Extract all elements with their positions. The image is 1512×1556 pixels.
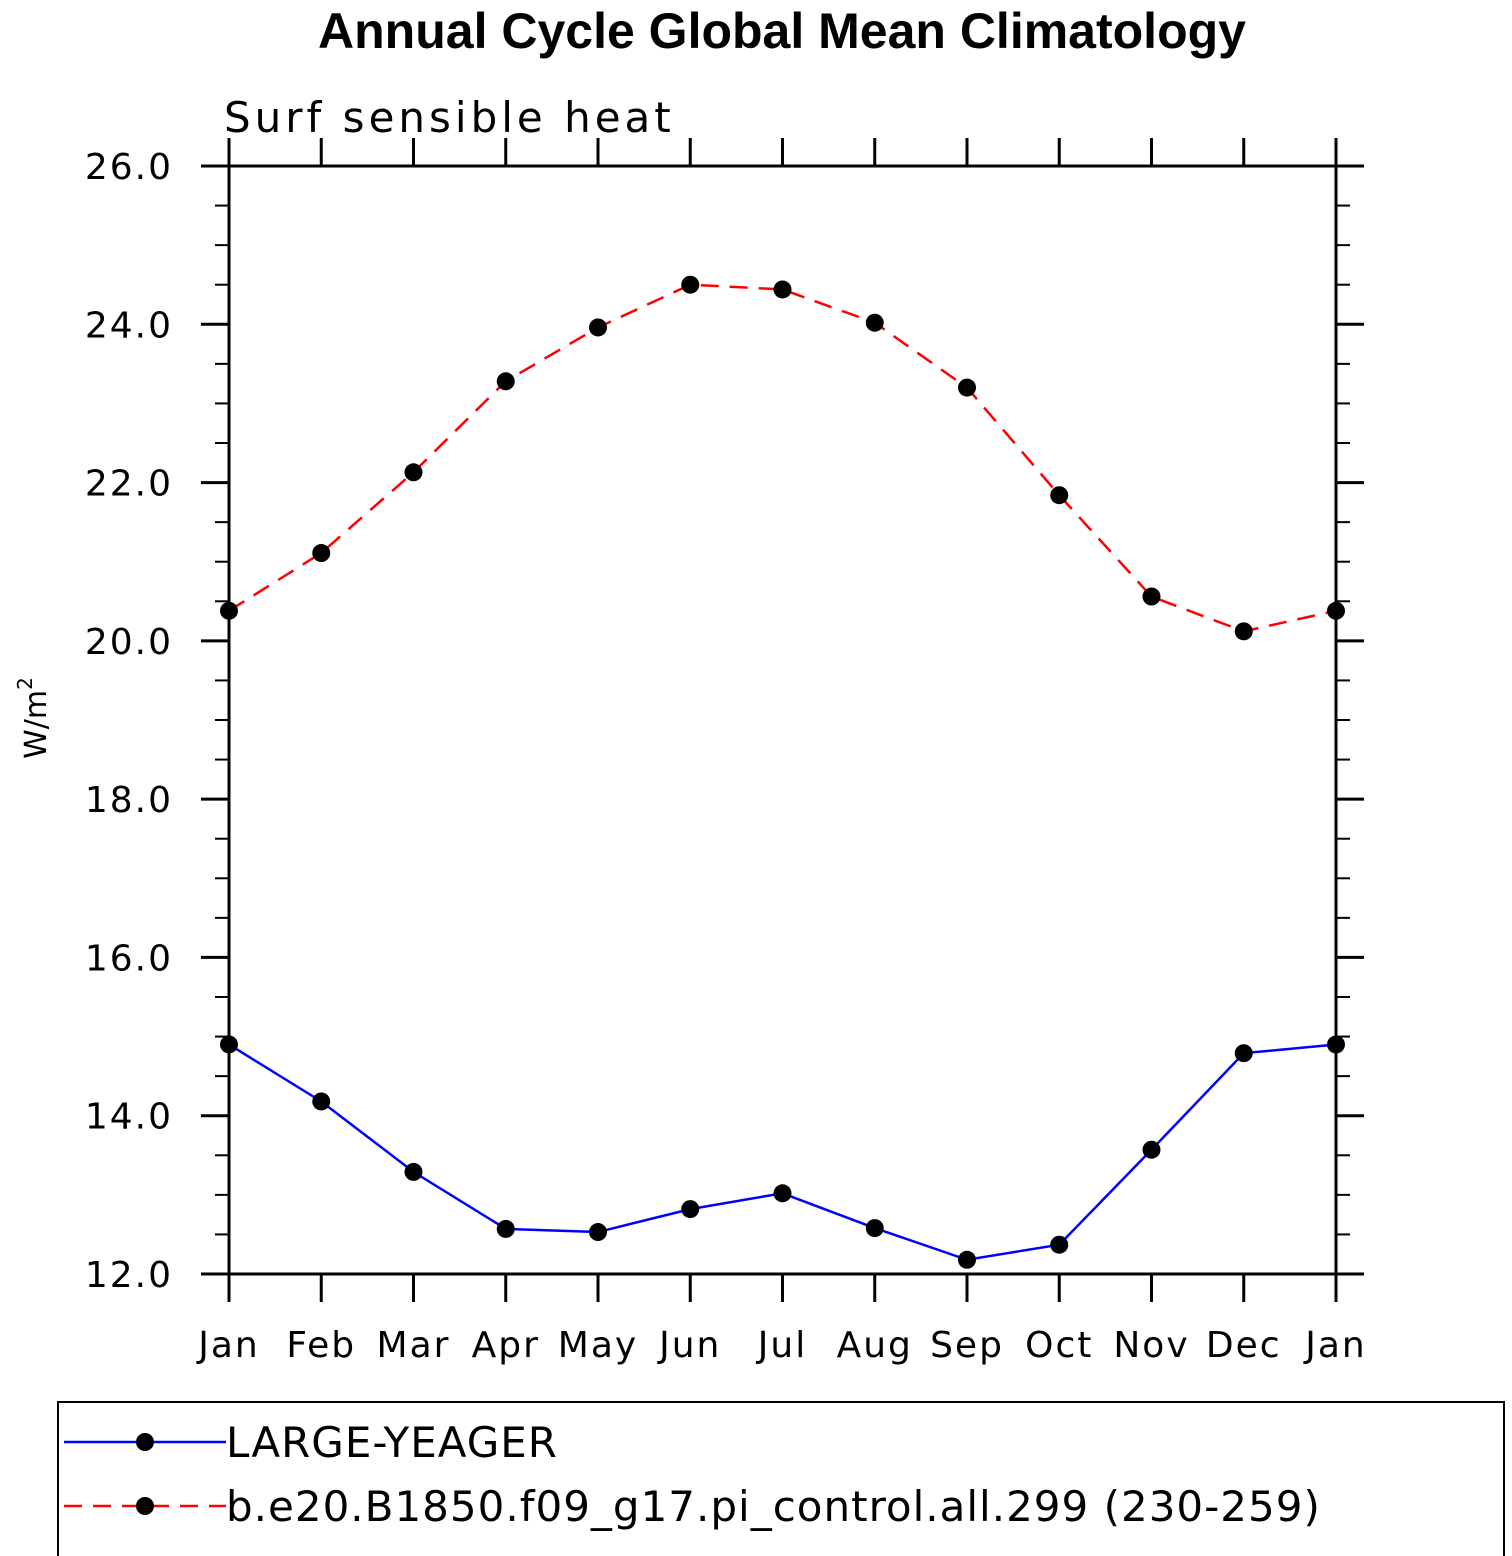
series-1-point [404,1162,423,1181]
plot-frame [227,164,1338,1276]
legend-box [57,1401,1505,1556]
y-axis-label-text: W/m [19,690,54,759]
x-tick-label: Dec [1206,1325,1282,1366]
series-2-point [681,275,700,294]
legend: LARGE-YEAGER b.e20.B1850.f09_g17.pi_contr… [64,1418,1321,1531]
series-1-point [1050,1235,1069,1254]
series-2-point [496,372,515,391]
x-tick-label: Apr [472,1325,540,1366]
legend-label-1: LARGE-YEAGER [226,1418,558,1467]
legend-marker-1 [136,1433,154,1451]
series-line-2 [228,283,1337,633]
series-1-point [1142,1140,1161,1159]
series-2-point [958,378,976,397]
series-line-1 [228,1043,1337,1262]
series-2-point [1142,587,1161,606]
series-1-point [312,1092,331,1111]
axes: 12.0 14.0 16.0 18.0 20.0 22.0 24.0 26.0 Jan Feb Ma… [85,138,1367,1366]
x-tick-label: Oct [1025,1325,1093,1366]
x-tick-label: Mar [377,1325,451,1366]
series-1-point [865,1219,884,1238]
legend-label-2: b.e20.B1850.f09_g17.pi_control.all.299 (… [226,1482,1321,1531]
y-tick-label: 12.0 [85,1255,173,1296]
y-tick-label: 22.0 [85,464,173,505]
x-tick-label: Aug [837,1325,913,1366]
svg-text:W/m2: W/m2 [13,677,54,759]
series-1-point [496,1219,515,1238]
series-1-point [773,1184,792,1203]
series-2-point [404,463,423,482]
chart-title: Annual Cycle Global Mean Climatology [318,3,1246,59]
series-2-point [220,601,238,620]
x-tick-label: Sep [930,1325,1004,1366]
x-tick-label: May [558,1325,638,1366]
series-2-point [773,280,792,299]
series-1-point [1327,1035,1345,1054]
x-tick-label: Jul [756,1325,807,1366]
x-tick-label: Jan [196,1325,260,1366]
x-tick-label: Jun [657,1325,721,1366]
x-tick-label: Nov [1113,1325,1189,1366]
legend-marker-2 [136,1497,154,1515]
y-tick-label: 24.0 [85,305,173,346]
y-tick-label: 26.0 [85,147,173,188]
series-1-point [1234,1044,1253,1063]
x-tick-label: Feb [286,1325,356,1366]
y-tick-label: 14.0 [85,1097,173,1138]
y-axis-label: W/m2 [13,677,54,759]
series-1-point [220,1035,238,1054]
series-2-point [1050,486,1069,505]
series-2-point [1234,622,1253,641]
y-tick-label: 20.0 [85,622,173,663]
plot-series [220,275,1345,1269]
series-2-point [589,318,607,337]
series-1-point [958,1250,976,1269]
series-1-point [681,1200,700,1219]
series-2-point [1327,601,1345,620]
x-tick-label: Jan [1303,1325,1367,1366]
chart-subtitle: Surf sensible heat [224,93,675,142]
series-2-point [312,544,331,563]
y-axis-label-superscript: 2 [13,677,37,690]
series-1-point [589,1223,607,1242]
series-2-point [865,313,884,332]
y-tick-label: 18.0 [85,780,173,821]
y-tick-label: 16.0 [85,938,173,979]
